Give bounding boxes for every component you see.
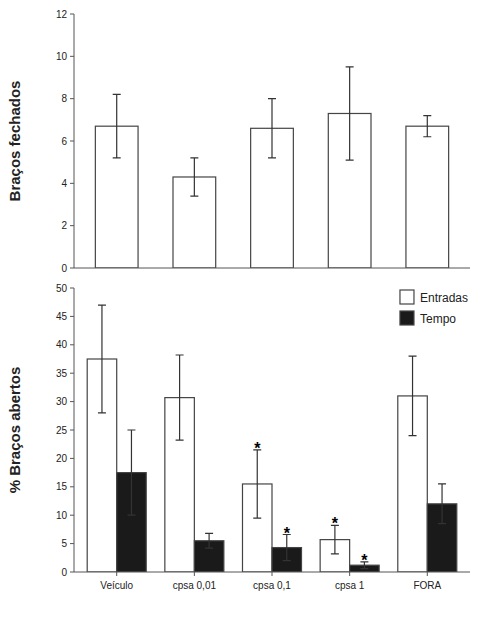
- y-tick-label: 8: [61, 93, 67, 104]
- error-bar: [113, 94, 121, 158]
- y-tick-label: 35: [56, 368, 68, 379]
- x-tick: [194, 572, 195, 576]
- x-tick: [349, 572, 350, 576]
- y-tick-label: 10: [56, 51, 68, 62]
- error-bar: [176, 355, 184, 440]
- page: {"chart_data": [ {"type": "bar", "ylabel…: [0, 0, 482, 625]
- annotation: *: [361, 552, 368, 569]
- error-bar: [253, 450, 261, 518]
- y-tick-label: 5: [61, 538, 67, 549]
- y-tick: [70, 225, 74, 226]
- y-tick-label: 6: [61, 136, 67, 147]
- legend-label: Tempo: [420, 312, 456, 326]
- error-bar: [268, 99, 276, 158]
- y-tick-label: 25: [56, 425, 68, 436]
- y-tick-label: 0: [61, 567, 67, 578]
- y-tick: [70, 458, 74, 459]
- y-tick: [70, 268, 74, 269]
- y-tick: [70, 572, 74, 573]
- y-tick-label: 40: [56, 339, 68, 350]
- x-tick: [427, 572, 428, 576]
- y-tick-label: 45: [56, 311, 68, 322]
- y-tick: [70, 373, 74, 374]
- y-axis-label: Braços fechados: [6, 81, 23, 202]
- x-axis-line: [74, 268, 470, 269]
- bar: [406, 126, 449, 268]
- y-tick: [70, 515, 74, 516]
- y-tick-label: 50: [56, 283, 68, 294]
- chart-svg: 0 2 4 6 8 10 12 Braços fechados 0 5 10 15 20 25 30 35 40…: [0, 0, 482, 625]
- annotation: *: [284, 525, 291, 542]
- error-bar: [409, 356, 417, 436]
- y-tick: [70, 344, 74, 345]
- error-bar: [190, 158, 198, 196]
- error-bar: [205, 533, 213, 548]
- y-tick: [70, 486, 74, 487]
- legend-swatch: [400, 311, 414, 325]
- error-bar: [98, 305, 106, 413]
- x-tick-label: Veículo: [100, 580, 133, 591]
- legend: Entradas Tempo: [400, 290, 468, 326]
- y-tick: [70, 14, 74, 15]
- y-tick-label: 4: [61, 178, 67, 189]
- annotation: *: [332, 515, 339, 532]
- x-tick: [116, 572, 117, 576]
- y-tick: [70, 98, 74, 99]
- y-tick-label: 12: [56, 9, 68, 20]
- y-tick: [70, 141, 74, 142]
- y-tick-label: 30: [56, 396, 68, 407]
- y-tick: [70, 401, 74, 402]
- y-tick: [70, 543, 74, 544]
- error-bar: [423, 116, 431, 137]
- x-tick-label: cpsa 0,1: [253, 580, 291, 591]
- y-tick-label: 0: [61, 263, 67, 274]
- legend-swatch: [400, 290, 414, 304]
- y-tick: [70, 316, 74, 317]
- error-bar: [346, 67, 354, 160]
- error-bar: [127, 430, 135, 515]
- panel: 0 2 4 6 8 10 12 Braços fechados: [6, 9, 470, 274]
- error-bar: [438, 484, 446, 524]
- x-tick-label: cpsa 1: [335, 580, 365, 591]
- annotation: *: [254, 440, 261, 457]
- panel: 0 5 10 15 20 25 30 35 40 45 50 Veículo cpsa 0,01 cpsa…: [6, 283, 470, 592]
- x-tick: [272, 572, 273, 576]
- y-tick-label: 20: [56, 453, 68, 464]
- y-axis-label: % Braços abertos: [6, 367, 23, 494]
- y-tick-label: 2: [61, 220, 67, 231]
- x-tick-label: FORA: [413, 580, 441, 591]
- y-tick: [70, 56, 74, 57]
- y-tick: [70, 288, 74, 289]
- x-tick-label: cpsa 0,01: [173, 580, 217, 591]
- plot-area: [95, 67, 448, 268]
- y-tick-label: 15: [56, 481, 68, 492]
- chart-container: 0 2 4 6 8 10 12 Braços fechados 0 5 10 15 20 25 30 35 40…: [0, 0, 482, 625]
- legend-label: Entradas: [420, 291, 468, 305]
- plot-area: [87, 305, 457, 572]
- y-tick-label: 10: [56, 510, 68, 521]
- y-tick: [70, 183, 74, 184]
- y-tick: [70, 430, 74, 431]
